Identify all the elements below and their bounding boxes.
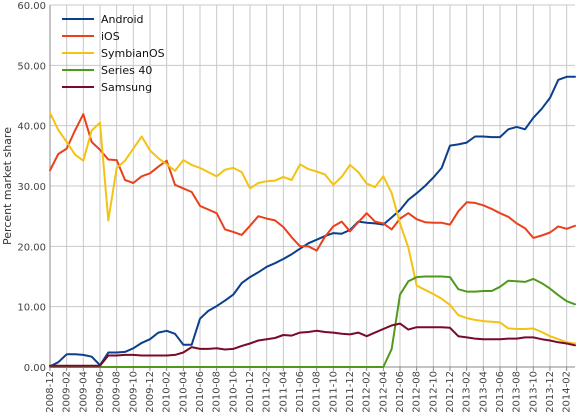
y-tick-labels: 0.00 10.00 20.00 30.00 40.00 50.00 60.00 [17, 1, 46, 374]
x-tick-labels: 2008-12 2009-02 2009-04 2009-06 2009-08 2009-… [45, 371, 573, 413]
x-tick-label: 2009-12 [145, 371, 156, 413]
x-tick-label: 2010-08 [212, 371, 223, 413]
x-tick-label: 2012-08 [412, 371, 423, 413]
x-tick-label: 2010-10 [228, 371, 239, 413]
y-tick-label: 10.00 [17, 303, 46, 314]
y-tick-label: 40.00 [17, 122, 46, 133]
y-tick-label: 20.00 [17, 242, 46, 253]
x-tick-label: 2012-02 [362, 371, 373, 413]
x-tick-label: 2013-10 [528, 371, 539, 413]
y-tick-label: 30.00 [17, 182, 46, 193]
y-tick-label: 60.00 [17, 1, 46, 12]
x-tick-label: 2012-12 [445, 371, 456, 413]
legend-label-symbian: SymbianOS [101, 47, 165, 60]
x-tick-label: 2009-02 [62, 371, 73, 413]
series-lines [49, 75, 576, 368]
legend: Android iOS SymbianOS Series 40 Samsung [62, 13, 165, 94]
x-tick-label: 2009-04 [78, 371, 89, 413]
series-line-samsung [49, 322, 576, 367]
legend-label-samsung: Samsung [101, 81, 152, 94]
x-tick-label: 2014-02 [562, 371, 573, 413]
x-tick-label: 2010-04 [178, 371, 189, 413]
y-tick-label: 0.00 [24, 363, 46, 374]
x-tick-label: 2011-10 [328, 371, 339, 413]
legend-label-series40: Series 40 [101, 64, 152, 77]
x-tick-label: 2012-06 [395, 371, 406, 413]
x-tick-label: 2011-06 [295, 371, 306, 413]
y-axis-title: Percent market share [1, 127, 14, 245]
x-tick-label: 2013-06 [495, 371, 506, 413]
x-tick-label: 2008-12 [45, 371, 56, 413]
gridlines [49, 4, 575, 367]
x-tick-label: 2009-06 [95, 371, 106, 413]
x-tick-label: 2012-04 [378, 371, 389, 413]
x-tick-label: 2011-02 [262, 371, 273, 413]
x-tick-label: 2011-12 [345, 371, 356, 413]
series-line-symbianos [49, 112, 576, 345]
series-line-ios [49, 113, 576, 252]
x-tick-label: 2013-04 [478, 371, 489, 413]
x-tick-label: 2013-12 [545, 371, 556, 413]
x-tick-label: 2009-08 [112, 371, 123, 413]
x-tick-label: 2010-02 [162, 371, 173, 413]
x-tick-label: 2013-02 [462, 371, 473, 413]
series-line-series-40 [49, 275, 576, 368]
x-tick-label: 2011-04 [278, 371, 289, 413]
x-tick-label: 2013-08 [512, 371, 523, 413]
x-tick-label: 2010-12 [245, 371, 256, 413]
legend-label-ios: iOS [101, 30, 120, 43]
x-tick-label: 2012-10 [428, 371, 439, 413]
legend-label-android: Android [101, 13, 144, 26]
series-line-android [49, 75, 576, 368]
x-tick-label: 2011-08 [312, 371, 323, 413]
x-tick-label: 2010-06 [195, 371, 206, 413]
y-tick-label: 50.00 [17, 61, 46, 72]
x-tick-label: 2009-10 [128, 371, 139, 413]
